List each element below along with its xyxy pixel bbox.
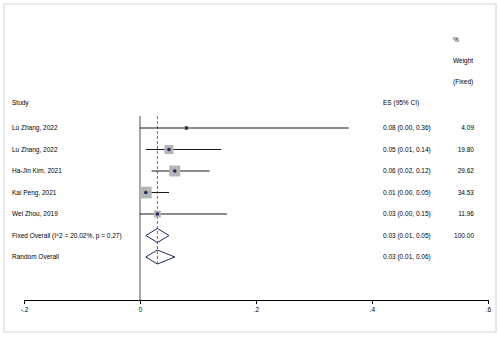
point-estimate xyxy=(173,169,177,173)
column-header: (Fixed) xyxy=(453,78,473,86)
weight-label: 29.62 xyxy=(458,167,475,174)
study-label: Ha-Jin Kim, 2021 xyxy=(12,167,62,174)
tick: .2 xyxy=(254,300,260,313)
tick-mark xyxy=(488,300,489,304)
point-estimate xyxy=(156,212,160,216)
ci-line xyxy=(140,128,349,129)
tick-label: 0 xyxy=(139,306,143,313)
column-header: ES (95% CI) xyxy=(383,99,419,107)
point-estimate xyxy=(144,191,148,195)
estimate-label: 0.03 (0.01, 0.05) xyxy=(383,232,431,240)
tick-mark xyxy=(24,300,25,304)
study-label: Wei Zhou, 2019 xyxy=(12,210,58,217)
column-header: Study xyxy=(12,99,29,107)
plot-area xyxy=(140,116,349,300)
forest-plot: Study ES (95% CI)% Weight (Fixed) Lu Zhang, … xyxy=(0,0,500,338)
point-estimate xyxy=(185,126,189,130)
tick-mark xyxy=(140,300,141,304)
weight-label: 11.96 xyxy=(458,210,474,217)
weight-box xyxy=(140,187,152,199)
null-line xyxy=(140,116,141,300)
weight-box xyxy=(169,166,180,177)
tick: -.2 xyxy=(21,300,29,313)
weight-box xyxy=(184,126,188,130)
weight-label: 19.80 xyxy=(458,146,475,153)
weight-label: 4.09 xyxy=(461,124,474,131)
study-label: Fixed Overall (I^2 = 20.02%, p = 0.27) xyxy=(12,232,122,240)
pooled-diamond xyxy=(146,250,175,264)
tick-label: .2 xyxy=(254,306,260,313)
estimate-label: 0.05 (0.01, 0.14) xyxy=(383,146,431,154)
estimate-label: 0.03 (0.01, 0.06) xyxy=(383,253,431,261)
frame xyxy=(4,4,496,332)
tick-label: .6 xyxy=(486,306,492,313)
study-label: Lu Zhang, 2022 xyxy=(12,124,58,132)
ci-line xyxy=(140,214,227,215)
column-header: Weight xyxy=(453,57,473,65)
column-header: % xyxy=(453,36,459,43)
tick-mark xyxy=(256,300,257,304)
estimate-label: 0.08 (0.00, 0.36) xyxy=(383,124,431,132)
tick: .4 xyxy=(370,300,376,313)
estimate-label: 0.06 (0.02, 0.12) xyxy=(383,167,431,175)
tick: 0 xyxy=(139,300,143,313)
tick-label: -.2 xyxy=(21,306,29,313)
tick: .6 xyxy=(486,300,492,313)
estimate-label: 0.03 (0.00, 0.15) xyxy=(383,210,431,218)
axis-line xyxy=(25,301,489,305)
ci-line xyxy=(146,149,221,150)
study-label: Lu Zhang, 2022 xyxy=(12,146,58,154)
weight-label: 100.00 xyxy=(454,232,474,239)
x-axis: -.2 0 .2 .4 .6 xyxy=(21,300,492,313)
study-label: Kai Peng, 2021 xyxy=(12,189,57,197)
tick-label: .4 xyxy=(370,306,376,313)
chart-container: Study ES (95% CI)% Weight (Fixed) Lu Zhang, … xyxy=(0,0,500,338)
pooled-diamond xyxy=(146,229,169,243)
weight-label: 34.53 xyxy=(458,189,475,196)
estimate-label: 0.01 (0.00, 0.05) xyxy=(383,189,431,197)
study-label: Random Overall xyxy=(12,253,60,260)
tick-mark xyxy=(372,300,373,304)
text-layer: Study ES (95% CI)% Weight (Fixed) Lu Zhang, … xyxy=(12,36,474,261)
weight-box xyxy=(154,211,161,218)
ci-line xyxy=(152,171,210,172)
weight-box xyxy=(165,145,174,154)
point-estimate xyxy=(167,148,171,152)
